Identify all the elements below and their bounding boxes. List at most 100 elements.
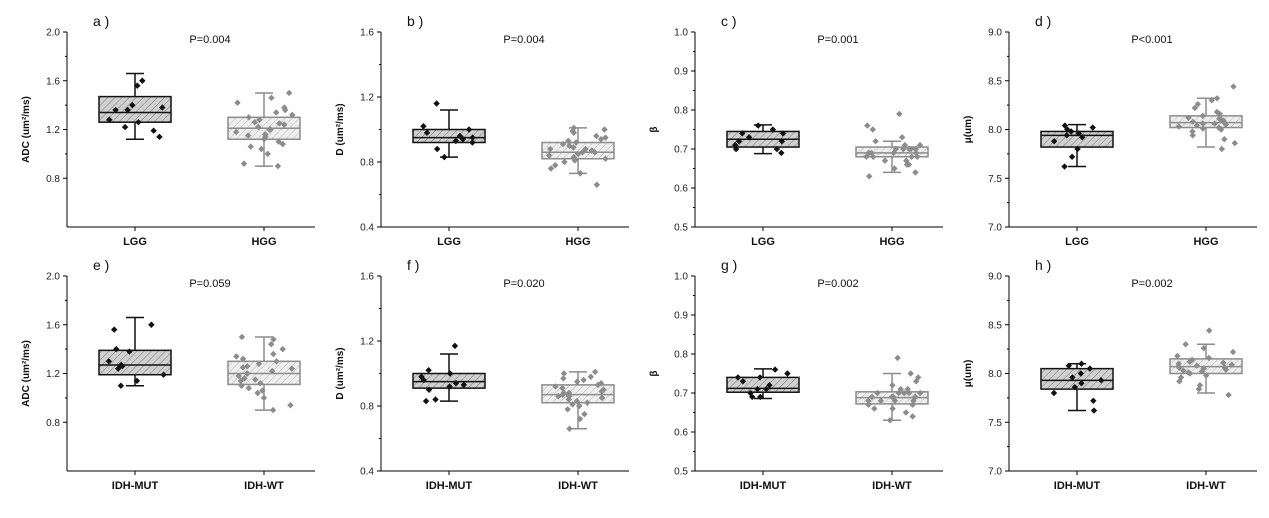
y-tick-label: 0.5 bbox=[674, 467, 688, 478]
data-point bbox=[156, 133, 163, 141]
data-point bbox=[582, 145, 589, 153]
category-label: HGG bbox=[879, 236, 904, 248]
category-label: HGG bbox=[565, 236, 590, 248]
data-point bbox=[160, 371, 167, 378]
y-tick-label: 0.7 bbox=[674, 145, 688, 156]
panel-label: g ) bbox=[721, 257, 737, 273]
data-point bbox=[465, 126, 473, 133]
data-point bbox=[891, 397, 899, 404]
data-point bbox=[593, 132, 600, 140]
y-tick-label: 8.5 bbox=[988, 76, 1002, 87]
data-point bbox=[124, 106, 131, 114]
data-point bbox=[784, 370, 791, 377]
data-point bbox=[864, 122, 871, 129]
data-point bbox=[566, 142, 573, 149]
data-point bbox=[433, 100, 440, 107]
data-point bbox=[268, 94, 275, 102]
data-point bbox=[749, 393, 756, 401]
data-point bbox=[1199, 120, 1207, 127]
data-point bbox=[446, 370, 454, 377]
data-point bbox=[561, 158, 568, 166]
data-point bbox=[900, 389, 908, 397]
data-point bbox=[1077, 370, 1085, 377]
data-point bbox=[912, 393, 919, 401]
data-point bbox=[903, 157, 910, 164]
data-point bbox=[889, 382, 896, 389]
data-point bbox=[903, 161, 911, 168]
y-tick-label: 0.8 bbox=[360, 158, 374, 169]
y-tick-label: 0.8 bbox=[674, 106, 688, 117]
data-point bbox=[1189, 132, 1196, 139]
data-point bbox=[1177, 374, 1185, 381]
category-label: LGG bbox=[123, 236, 147, 248]
data-point bbox=[602, 155, 609, 162]
category-label: IDH-WT bbox=[872, 480, 912, 492]
data-point bbox=[1186, 358, 1193, 365]
data-point bbox=[894, 354, 901, 362]
data-point bbox=[569, 127, 576, 135]
data-point bbox=[771, 366, 779, 373]
data-point bbox=[565, 389, 573, 397]
data-point bbox=[1188, 356, 1196, 364]
data-point bbox=[459, 136, 467, 143]
data-point bbox=[874, 389, 881, 397]
data-point bbox=[901, 141, 909, 149]
data-point bbox=[572, 139, 580, 146]
y-tick-label: 0.8 bbox=[360, 402, 374, 413]
data-point bbox=[425, 386, 433, 393]
y-tick-label: 1.0 bbox=[674, 272, 688, 283]
data-point bbox=[243, 370, 251, 377]
y-tick-label: 9.0 bbox=[988, 272, 1002, 283]
data-point bbox=[1213, 95, 1221, 102]
data-point bbox=[135, 118, 142, 126]
data-point bbox=[560, 370, 568, 377]
data-point bbox=[254, 389, 261, 397]
data-point bbox=[257, 380, 264, 387]
data-point bbox=[105, 358, 113, 365]
data-point bbox=[913, 378, 920, 385]
data-point bbox=[587, 373, 595, 380]
p-value-label: P=0.004 bbox=[503, 34, 544, 46]
data-point bbox=[914, 374, 922, 381]
data-point bbox=[868, 393, 876, 401]
data-point bbox=[276, 120, 283, 127]
data-point bbox=[773, 145, 781, 153]
data-point bbox=[1174, 352, 1181, 360]
data-point bbox=[566, 425, 573, 432]
data-point bbox=[235, 372, 242, 380]
data-point bbox=[285, 89, 293, 97]
y-tick-label: 1.2 bbox=[360, 337, 374, 348]
data-point bbox=[289, 111, 296, 119]
data-point bbox=[905, 389, 913, 397]
data-point bbox=[239, 355, 247, 363]
data-point bbox=[244, 362, 251, 370]
data-point bbox=[870, 153, 877, 160]
data-point bbox=[545, 152, 553, 159]
y-tick-label: 1.6 bbox=[360, 272, 374, 283]
data-point bbox=[264, 150, 271, 158]
data-point bbox=[1222, 121, 1230, 128]
y-axis-label: D (um²/ms) bbox=[335, 103, 346, 155]
data-point bbox=[912, 145, 919, 153]
data-point bbox=[111, 326, 118, 333]
data-point bbox=[756, 374, 764, 381]
data-point bbox=[423, 129, 431, 136]
data-point bbox=[259, 387, 266, 394]
data-point bbox=[1229, 348, 1237, 356]
data-point bbox=[866, 173, 873, 180]
data-point bbox=[559, 384, 566, 392]
y-tick-label: 1.2 bbox=[46, 125, 60, 136]
data-point bbox=[446, 383, 453, 390]
data-point bbox=[581, 410, 588, 418]
chart-panel-6: 0.4 0.8 1.2 1.6 D (um²/ms) f ) P=0.020 IDH-MUT I… bbox=[335, 257, 629, 492]
y-tick-label: 1.0 bbox=[674, 28, 688, 39]
data-point bbox=[778, 149, 785, 157]
data-point bbox=[576, 402, 583, 410]
data-point bbox=[418, 373, 425, 380]
data-point bbox=[273, 358, 280, 365]
y-tick-label: 0.4 bbox=[360, 467, 374, 478]
panel-label: e ) bbox=[93, 257, 109, 273]
data-point bbox=[1089, 124, 1096, 131]
data-point bbox=[580, 376, 587, 384]
data-point bbox=[452, 137, 460, 145]
